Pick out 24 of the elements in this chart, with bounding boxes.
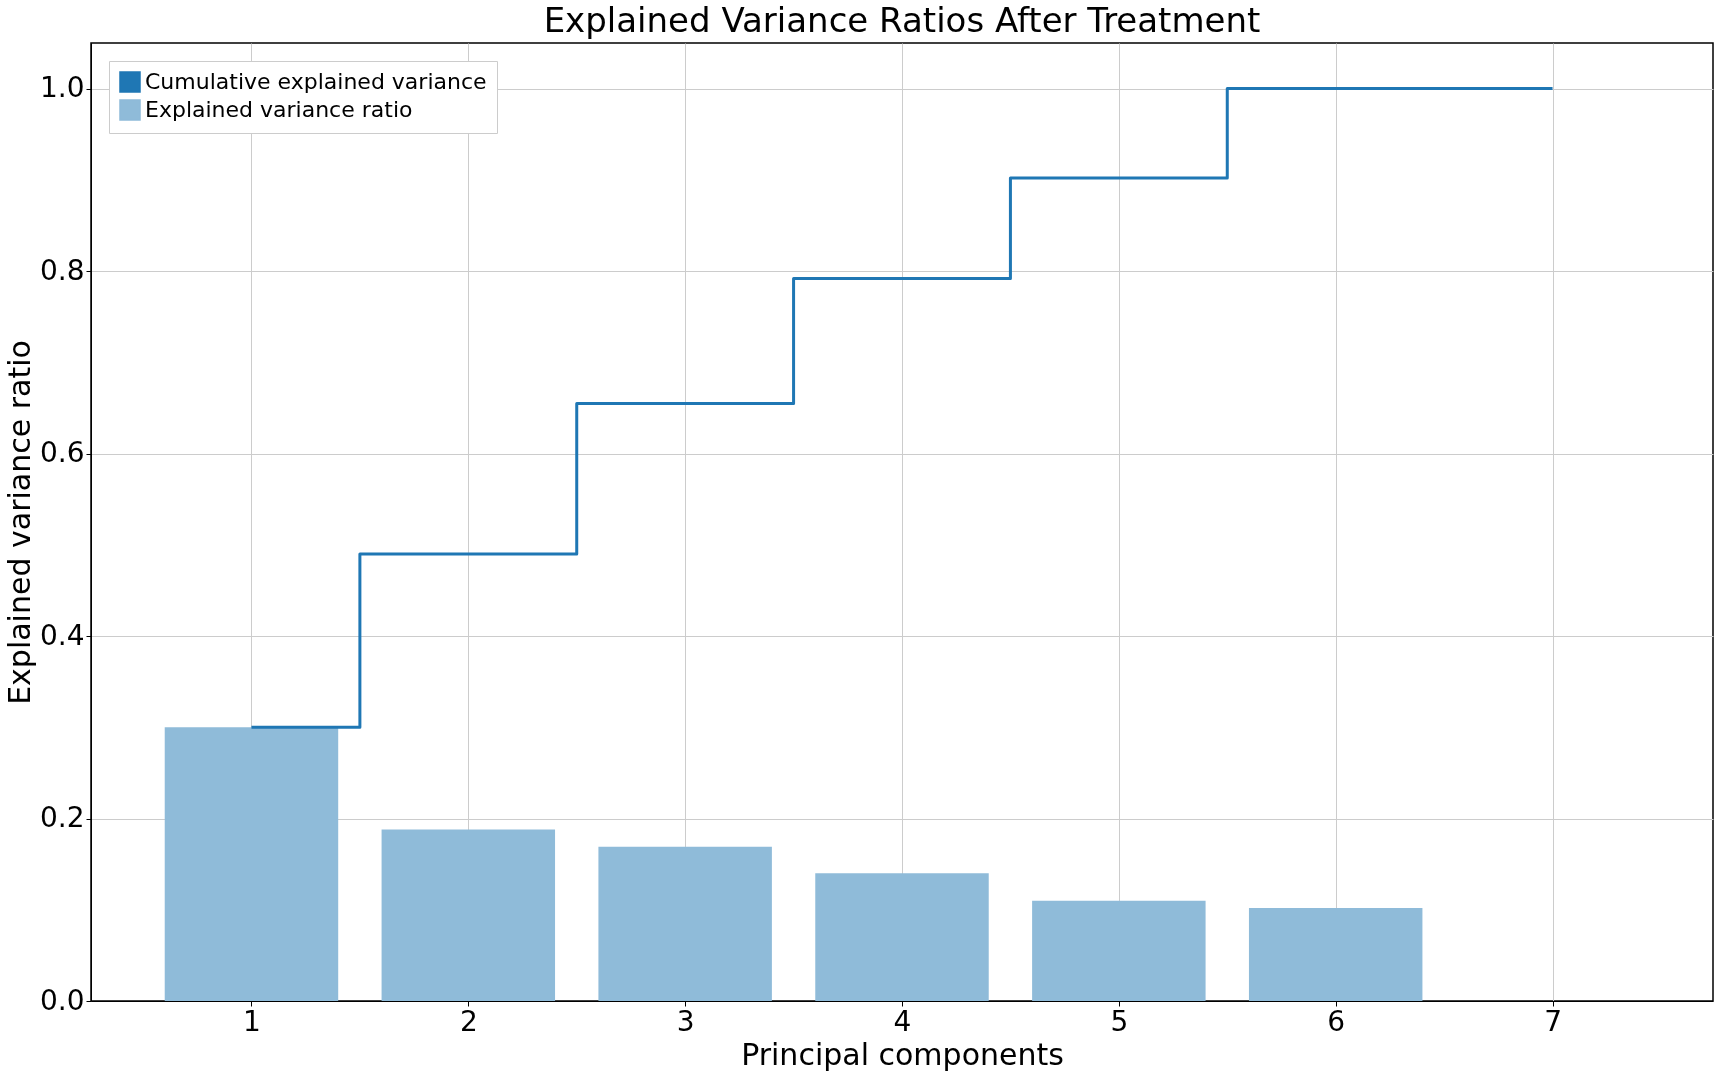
y-axis-title: Explained variance ratio <box>1 340 37 705</box>
x-tick-label: 6 <box>1327 1004 1346 1038</box>
x-tick-label: 5 <box>1110 1004 1129 1038</box>
bar <box>815 873 989 1001</box>
y-tick-label: 0.6 <box>39 436 85 470</box>
x-axis-title: Principal components <box>741 1036 1064 1072</box>
y-tick-label: 0.4 <box>39 618 85 652</box>
bar <box>598 846 772 1001</box>
x-tick-label: 1 <box>243 1004 261 1038</box>
x-tick-label: 2 <box>459 1004 478 1038</box>
chart-title: Explained Variance Ratios After Treatment <box>543 0 1261 40</box>
y-tick-label: 0.8 <box>39 253 85 287</box>
x-tick-label: 4 <box>893 1004 912 1038</box>
x-tick-label: 3 <box>676 1004 695 1038</box>
bar <box>1248 907 1423 1001</box>
y-tick-label: 1.0 <box>39 71 85 105</box>
x-tick-label: 7 <box>1544 1004 1562 1038</box>
y-tick-label: 0.2 <box>39 801 85 835</box>
bar <box>381 829 556 1001</box>
bar <box>164 727 339 1001</box>
bar <box>1032 900 1206 1001</box>
legend-label: Cumulative explained variance <box>145 69 487 94</box>
y-tick-label: 0.0 <box>39 983 85 1017</box>
legend-label: Explained variance ratio <box>145 97 413 122</box>
